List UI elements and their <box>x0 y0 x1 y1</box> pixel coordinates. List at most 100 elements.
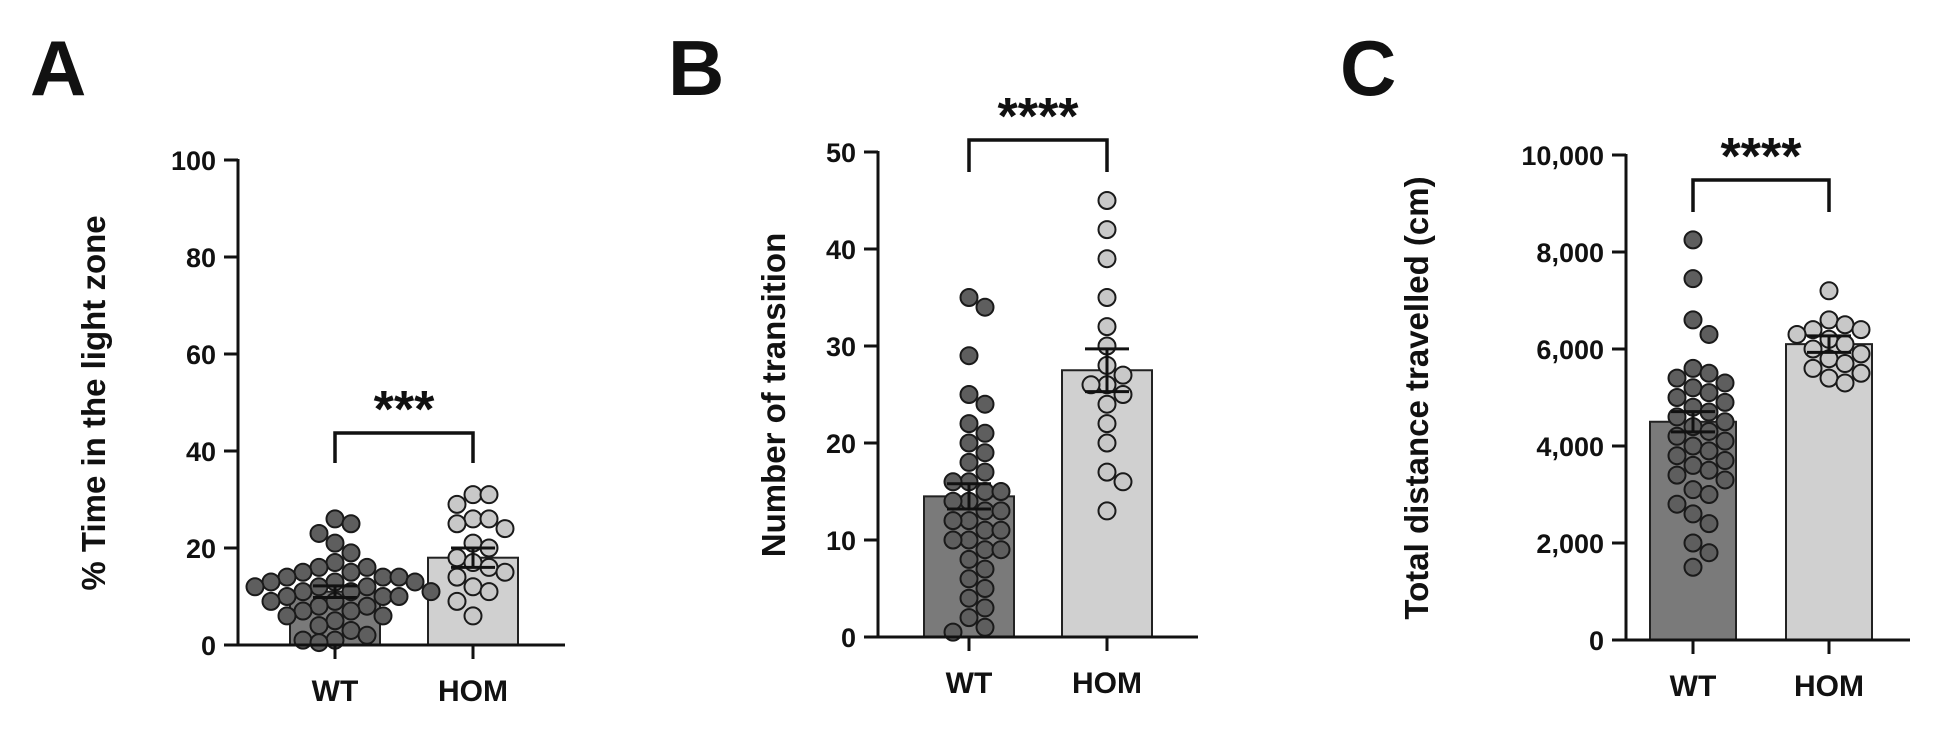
y-tick-label: 0 <box>1589 626 1604 656</box>
data-point <box>1683 557 1703 577</box>
data-point <box>1851 363 1871 383</box>
data-point <box>1819 368 1839 388</box>
data-point <box>1683 269 1703 289</box>
data-point <box>479 485 499 505</box>
data-point <box>1097 317 1117 337</box>
data-point <box>463 485 483 505</box>
data-point <box>959 608 979 628</box>
data-point <box>421 582 441 602</box>
y-tick-label: 2,000 <box>1536 529 1604 559</box>
data-point <box>1699 543 1719 563</box>
data-point <box>389 587 409 606</box>
data-point <box>975 394 995 414</box>
y-tick-label: 0 <box>201 631 216 661</box>
data-point <box>1097 220 1117 240</box>
data-point <box>261 572 281 592</box>
y-tick-label: 50 <box>826 138 856 168</box>
data-point <box>975 579 995 598</box>
data-point <box>1667 465 1687 485</box>
data-point <box>1683 310 1703 330</box>
y-tick-label: 60 <box>186 340 216 370</box>
chart-panel-b: B Number of transition 0 10 20 30 40 50 WT HOM ***… <box>668 24 1198 700</box>
data-point <box>991 540 1011 560</box>
y-tick-label: 30 <box>826 332 856 362</box>
data-point <box>463 509 483 529</box>
data-point <box>959 346 979 366</box>
data-point <box>1851 344 1871 364</box>
data-point <box>447 494 467 514</box>
x-tick-label: WT <box>1670 670 1717 703</box>
data-point <box>245 577 265 597</box>
data-point <box>1667 368 1687 388</box>
data-point <box>975 520 995 540</box>
data-point <box>959 588 979 608</box>
data-point <box>447 567 467 587</box>
data-point <box>463 606 483 626</box>
data-point <box>463 577 483 597</box>
significance-bracket <box>967 138 1109 172</box>
data-point <box>975 617 995 637</box>
data-point <box>943 472 963 492</box>
y-tick-label: 40 <box>826 235 856 265</box>
data-point <box>1699 324 1719 344</box>
data-point <box>1097 288 1117 307</box>
data-point <box>1097 462 1117 482</box>
data-point <box>1683 533 1703 553</box>
data-point <box>1787 324 1807 344</box>
data-point <box>341 562 361 582</box>
data-point <box>1715 451 1735 471</box>
data-point <box>1699 363 1719 383</box>
data-point <box>325 509 345 529</box>
y-tick-label: 4,000 <box>1536 432 1604 462</box>
data-point <box>1835 373 1855 393</box>
bar <box>1785 343 1873 641</box>
data-point <box>293 562 313 582</box>
data-point <box>975 559 995 579</box>
data-point <box>277 606 297 626</box>
y-axis-label: Total distance travelled (cm) <box>1398 176 1435 619</box>
data-point <box>959 414 979 434</box>
data-point <box>277 567 297 587</box>
data-point <box>1683 358 1703 378</box>
data-point <box>959 433 979 453</box>
data-point <box>959 288 979 307</box>
data-point <box>373 567 393 587</box>
data-point <box>341 514 361 534</box>
data-point <box>1683 230 1703 250</box>
y-tick-label: 10,000 <box>1521 141 1604 171</box>
data-point <box>405 572 425 592</box>
data-point <box>1699 460 1719 480</box>
data-point <box>1715 373 1735 393</box>
x-tick-label: WT <box>312 675 359 708</box>
data-point <box>373 606 393 626</box>
y-axis-label: Number of transition <box>755 233 792 558</box>
data-point <box>309 523 329 543</box>
data-point <box>1683 504 1703 524</box>
panel-letter: B <box>668 24 724 112</box>
data-point <box>975 443 995 463</box>
data-point <box>991 520 1011 540</box>
data-point <box>1699 485 1719 504</box>
significance-stars: **** <box>998 88 1080 146</box>
data-point <box>975 540 995 560</box>
y-tick-label: 40 <box>186 437 216 467</box>
data-point <box>1699 383 1719 403</box>
chart-panel-c: C Total distance travelled (cm) 0 2,000 4,00… <box>1340 24 1910 703</box>
y-tick-label: 8,000 <box>1536 238 1604 268</box>
significance-stars: *** <box>374 381 435 439</box>
data-point <box>357 625 377 645</box>
y-tick-label: 6,000 <box>1536 335 1604 365</box>
data-point <box>309 557 329 577</box>
data-point <box>1835 334 1855 354</box>
data-point <box>495 562 515 582</box>
data-point <box>1683 455 1703 475</box>
data-point <box>1699 514 1719 534</box>
data-point <box>1819 310 1839 330</box>
data-point <box>991 482 1011 501</box>
data-point <box>975 423 995 443</box>
data-point <box>357 577 377 597</box>
data-point <box>1113 365 1133 385</box>
significance-bracket <box>333 431 475 463</box>
data-point <box>1699 441 1719 461</box>
y-tick-label: 100 <box>171 146 216 176</box>
